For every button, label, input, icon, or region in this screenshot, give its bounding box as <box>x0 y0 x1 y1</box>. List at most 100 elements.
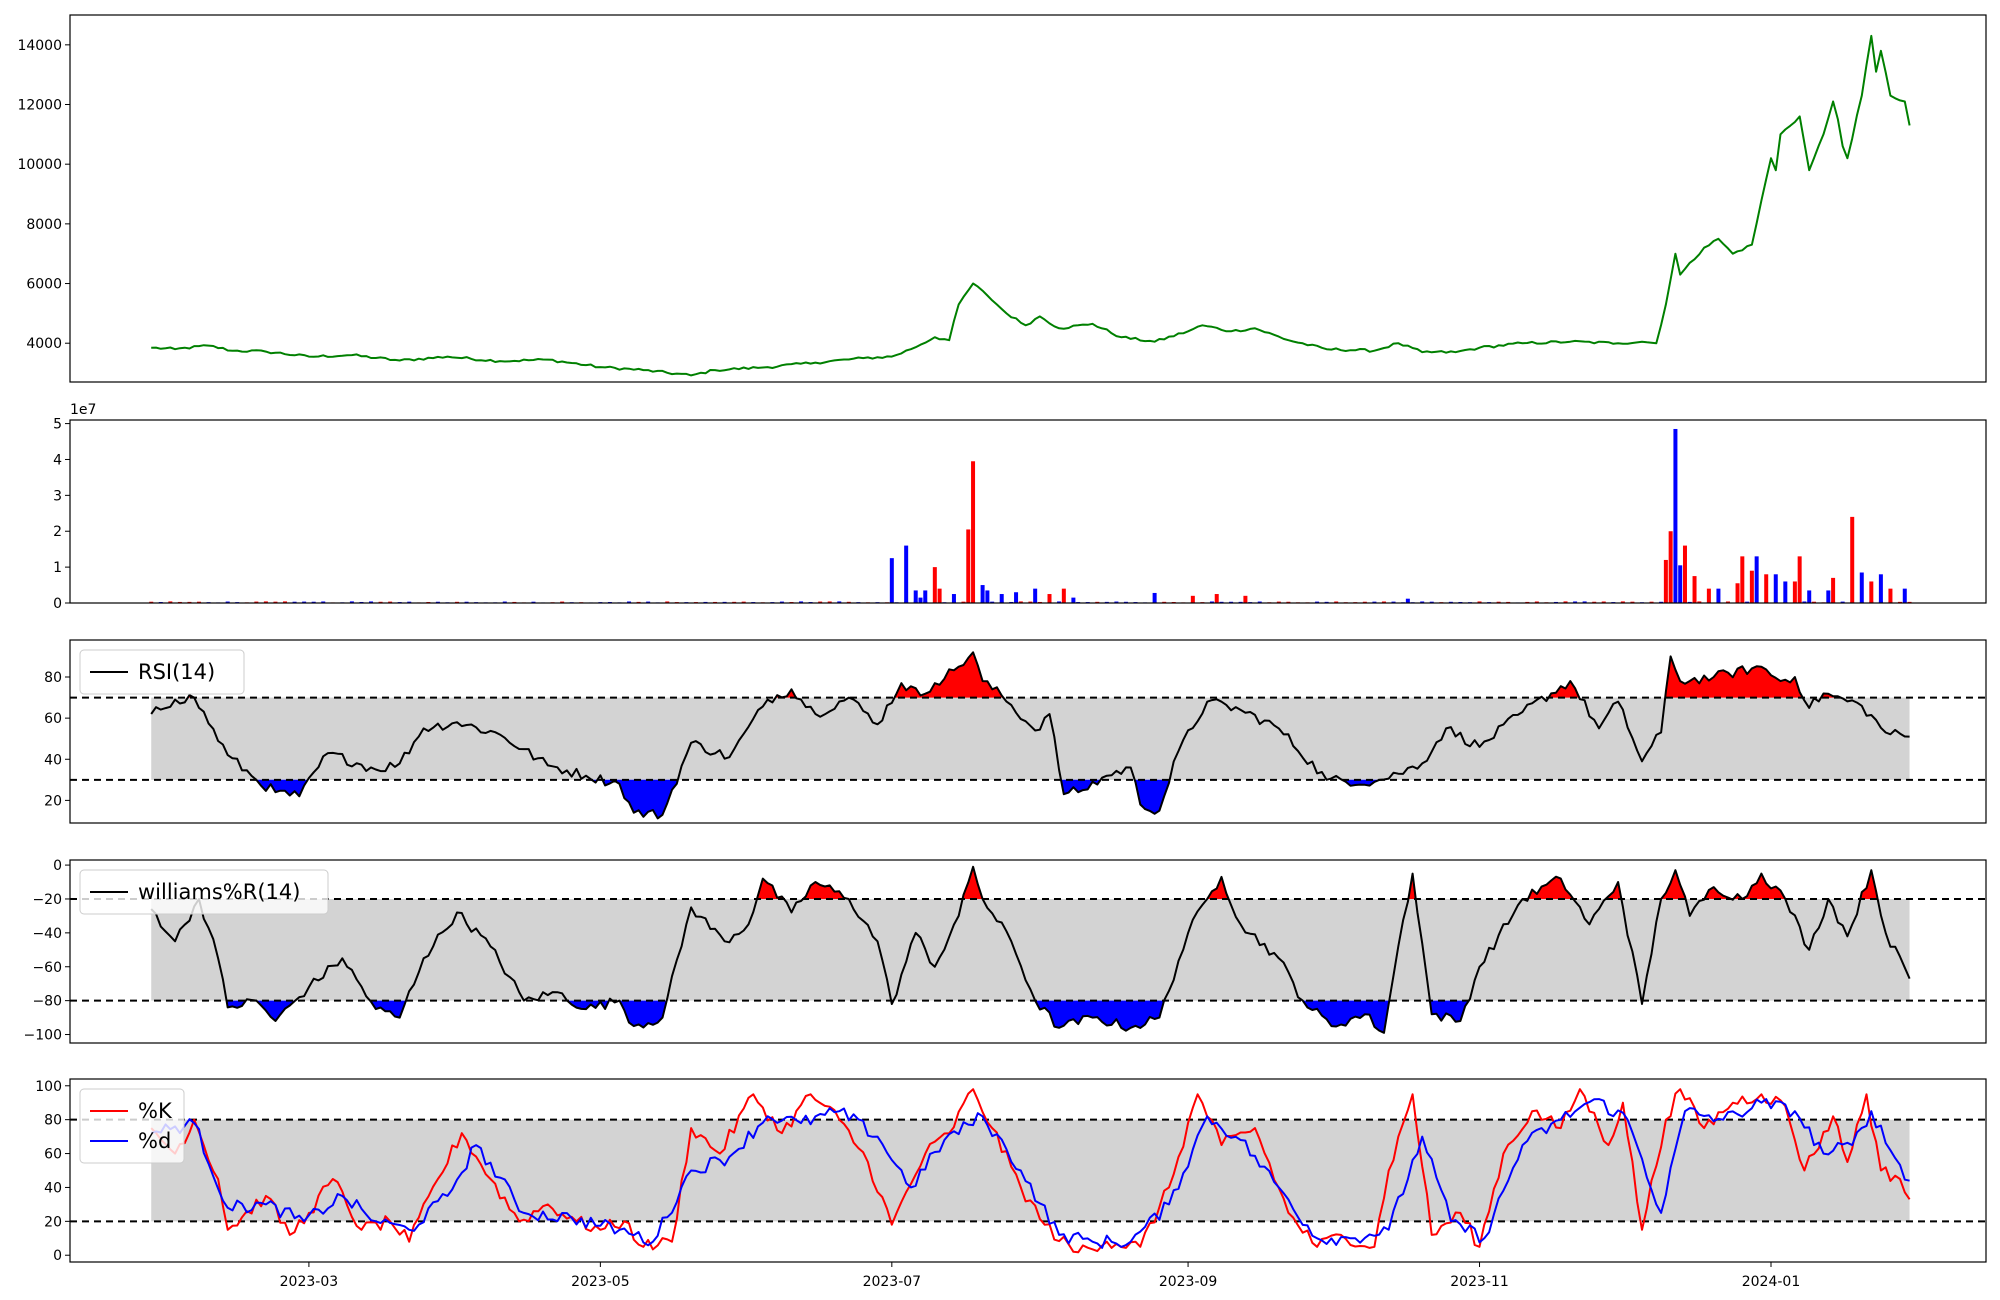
x-tick-label: 2023-03 <box>280 1274 339 1290</box>
volume-ytick-label: 3 <box>53 488 62 504</box>
williams-oversold-fill <box>1035 1000 1165 1031</box>
volume-bar <box>1061 588 1066 603</box>
volume-bar <box>283 601 288 603</box>
volume-bar <box>435 601 440 603</box>
volume-bar <box>1792 581 1797 603</box>
williams-band <box>151 898 1910 1001</box>
volume-bar <box>1276 601 1281 603</box>
volume-bar <box>1850 516 1855 603</box>
volume-bar <box>1420 601 1425 603</box>
stochastic-legend-label: %K <box>138 1099 173 1123</box>
williams-ytick-label: −100 <box>24 1028 62 1044</box>
volume-bar <box>951 594 956 603</box>
price-frame <box>69 14 1987 383</box>
volume-ytick-label: 1 <box>53 560 62 576</box>
volume-bar <box>1735 583 1740 603</box>
williams-ytick-label: −60 <box>32 960 62 976</box>
volume-bar <box>1802 601 1807 603</box>
volume-bar <box>966 529 971 603</box>
stochastic-ytick-label: 80 <box>44 1113 62 1129</box>
volume-bar <box>1477 601 1482 603</box>
volume-bar <box>1334 601 1339 603</box>
volume-bar <box>407 601 412 603</box>
volume-bar <box>1630 601 1635 603</box>
volume-bar <box>1214 594 1219 603</box>
volume-bar <box>923 590 928 603</box>
volume-bar <box>1878 574 1883 603</box>
volume-bar <box>1697 601 1702 603</box>
volume-bar <box>1740 556 1745 603</box>
x-tick-label: 2023-11 <box>1450 1274 1509 1290</box>
volume-bar <box>1405 598 1410 603</box>
price-axes: 4000 6000 8000 10000 12000 14000 <box>17 34 1911 377</box>
volume-bar <box>168 601 173 603</box>
rsi-ytick-label: 20 <box>44 793 62 809</box>
price-ytick-label: 12000 <box>17 98 62 114</box>
volume-bar <box>531 601 536 603</box>
volume-bar <box>225 601 230 603</box>
x-tick-label: 2023-07 <box>863 1274 922 1290</box>
volume-bar <box>1209 601 1214 603</box>
volume-frame <box>69 419 1987 604</box>
volume-ytick-label: 5 <box>53 417 62 433</box>
williams-legend-box <box>79 869 329 915</box>
volume-bar <box>1391 601 1396 603</box>
stochastic-ytick-label: 20 <box>44 1214 62 1230</box>
volume-bar <box>1663 559 1668 603</box>
volume-bar <box>1706 588 1711 603</box>
volume-bar <box>1682 545 1687 603</box>
volume-bar <box>1749 570 1754 603</box>
volume-bar <box>263 601 268 603</box>
williams-oversold-fill <box>1429 1000 1469 1022</box>
volume-bar <box>1673 428 1678 603</box>
volume-bar <box>1745 601 1750 603</box>
volume-bar <box>1229 601 1234 603</box>
rsi-legend-box <box>79 649 245 695</box>
volume-bar <box>1563 601 1568 603</box>
volume-bar <box>918 597 923 603</box>
volume-bar <box>1754 556 1759 603</box>
volume-bar <box>1620 601 1625 603</box>
williams-oversold-fill <box>1302 1000 1390 1033</box>
volume-bar <box>1601 601 1606 603</box>
volume-bar <box>837 601 842 603</box>
williams-overbought-fill <box>1742 873 1786 899</box>
stochastic-axes: 0 20 40 60 80 100 %K %d <box>35 1079 1986 1264</box>
volume-bar <box>292 601 297 603</box>
williams-overbought-fill <box>757 878 784 899</box>
volume-bar <box>1826 590 1831 603</box>
volume-bar <box>665 601 670 603</box>
volume-bar <box>1190 595 1195 603</box>
volume-bar <box>799 601 804 603</box>
volume-bar <box>378 601 383 603</box>
volume-bar <box>818 601 823 603</box>
williams-legend-label: williams%R(14) <box>138 880 300 904</box>
williams-overbought-fill <box>962 866 983 899</box>
volume-bar <box>913 590 918 603</box>
williams-ytick-label: −20 <box>32 892 62 908</box>
volume-bar <box>1783 581 1788 603</box>
williams-oversold-fill <box>619 1000 667 1028</box>
volume-bar <box>1840 601 1845 603</box>
volume-bar <box>1243 595 1248 603</box>
price-ytick-label: 14000 <box>17 38 62 54</box>
price-line <box>151 34 1911 377</box>
volume-bar <box>779 601 784 603</box>
price-ytick-label: 10000 <box>17 157 62 173</box>
volume-bar <box>502 601 507 603</box>
volume-ytick-label: 2 <box>53 524 62 540</box>
volume-bar <box>627 601 632 603</box>
volume-bar <box>937 588 942 603</box>
williams-overbought-fill <box>803 882 849 899</box>
volume-bar <box>149 601 154 603</box>
volume-bar <box>1773 574 1778 603</box>
volume-bar <box>1668 531 1673 603</box>
williams-overbought-fill <box>1860 870 1878 899</box>
volume-bar <box>388 601 393 603</box>
stochastic-ytick-label: 60 <box>44 1147 62 1163</box>
stochastic-ytick-label: 40 <box>44 1180 62 1196</box>
rsi-ytick-label: 40 <box>44 752 62 768</box>
volume-offset-label: 1e7 <box>70 402 96 418</box>
volume-ytick-label: 4 <box>53 452 62 468</box>
